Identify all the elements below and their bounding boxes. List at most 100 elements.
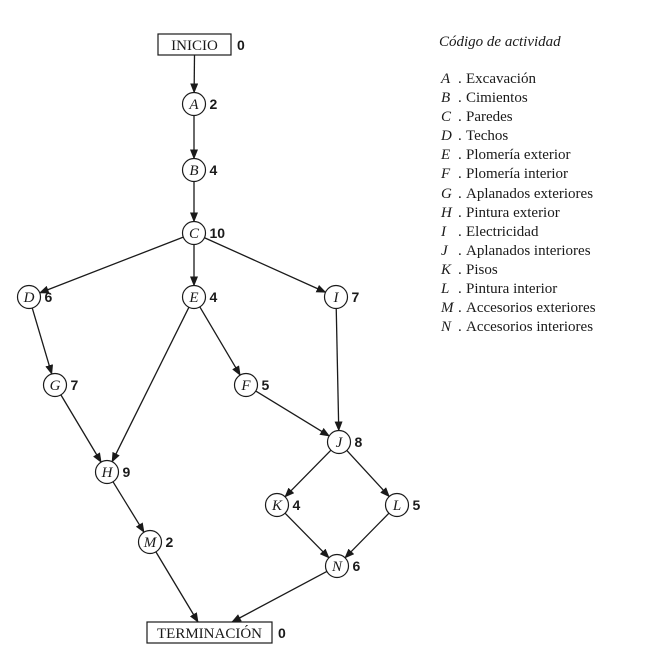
legend-item-code: G [441,185,452,202]
activity-circle [137,529,163,555]
legend-item-code: K [441,261,452,278]
start-node: INICIO 0 [157,33,245,56]
legend-item-code: N [441,319,452,336]
activity-duration: 10 [210,225,226,241]
edge-h-to-m [112,481,145,534]
activity-node-label: D [23,290,35,306]
legend-item: K. Pisos [441,261,498,278]
legend-item-name: Electricidad [466,223,539,240]
activity-node-label: M [143,535,158,551]
activity-node-label: F [240,378,251,394]
activity-duration: 2 [166,534,174,550]
legend-item-name: Techos [466,128,509,145]
activity-circle [233,372,259,398]
legend-item: G. Aplanados exteriores [441,185,594,202]
legend-item-name: Pisos [466,261,498,278]
activity-duration: 7 [71,377,79,393]
legend-title: Código de actividad [439,34,561,50]
legend-item-name: Accesorios interiores [466,319,594,336]
edge-g-to-h [60,394,102,463]
activity-node-c: C 10 [181,220,226,246]
edge-m-to-terminacion [155,551,199,623]
legend-item-code: C [441,109,452,126]
end-node: TERMINACIÓN 0 [146,621,286,644]
legend-item-name: Pintura interior [466,281,558,298]
legend-item: L. Pintura interior [441,281,558,298]
activity-duration: 2 [210,96,218,112]
activity-duration: 5 [413,497,421,513]
edge-n-to-terminacion [231,570,328,623]
activity-legend: A. Excavación B. Cimientos C. Paredes D. Techos… [441,70,596,337]
end-duration: 0 [278,625,286,641]
edge-e-to-f [199,306,241,376]
legend-item: B. Cimientos [441,90,528,107]
legend-item: I. Electricidad [441,223,539,240]
edge-l-to-n [344,512,390,559]
end-label: TERMINACIÓN [157,625,262,642]
legend-item: A. Excavación [441,71,536,87]
edge-j-to-l [346,450,390,498]
legend-item-code: F [441,166,451,183]
legend-item-code: D [441,128,452,145]
legend-item-name: Accesorios exteriores [466,300,596,317]
activity-duration: 6 [353,558,361,574]
legend-item: F. Plomería interior [441,166,569,183]
activity-node-label: B [189,163,198,179]
legend-item-code: I [441,223,446,240]
legend-item-name: Paredes [466,109,513,126]
activity-node-label: I [333,290,340,306]
activity-node-label: H [101,465,114,481]
activity-duration: 6 [45,289,53,305]
activity-circle [181,284,207,310]
activity-circle [326,429,352,455]
edge-f-to-j [255,390,331,437]
activity-circle [16,284,42,310]
activity-duration: 8 [355,434,363,450]
activity-node-label: A [188,97,199,113]
legend-item-name: Plomería interior [466,166,569,183]
activity-duration: 4 [210,289,218,305]
activity-node-label: N [331,559,343,575]
activity-duration: 9 [123,464,131,480]
legend-item: H. Pintura exterior [441,204,560,221]
legend-item: E. Plomería exterior [441,147,571,164]
edge-c-to-d [38,236,184,294]
legend-item-code: E [441,147,451,164]
edge-c-to-i [204,237,327,293]
activity-circle [384,492,410,518]
activity-circle [181,220,207,246]
edge-j-to-k [284,449,332,498]
start-duration: 0 [237,37,245,53]
start-label: INICIO [171,38,218,54]
activity-node-label: G [50,378,61,394]
legend-item: N. Accesorios interiores [441,319,594,336]
activity-circle [94,459,120,485]
activity-duration: 5 [262,377,270,393]
activity-circle [264,492,290,518]
edge-e-to-h [111,307,190,463]
legend-item-name: Excavación [466,71,536,87]
legend-item: J. Aplanados interiores [441,242,591,259]
activity-node-label: L [392,498,401,514]
legend-item-code: L [441,281,450,298]
activity-node-label: J [336,435,344,451]
legend-item: M. Accesorios exteriores [441,300,596,317]
activity-circle [324,553,350,579]
legend-item-code: J [441,242,448,259]
legend-item-code: A [441,71,451,87]
legend-item-name: Aplanados interiores [466,242,591,259]
activity-circle [323,284,349,310]
